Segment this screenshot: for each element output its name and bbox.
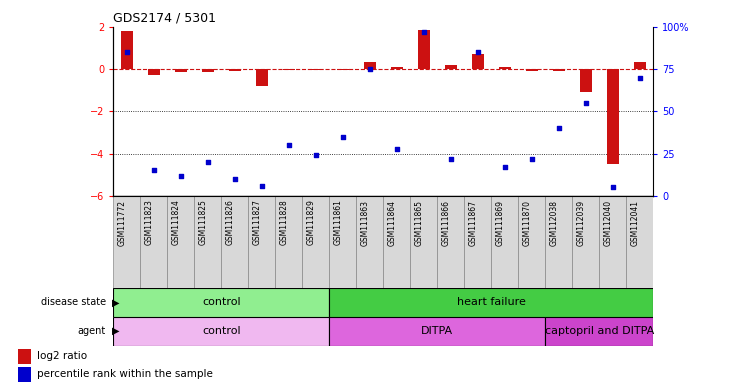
Text: agent: agent — [77, 326, 106, 336]
Point — [634, 74, 646, 81]
Text: GSM111866: GSM111866 — [442, 200, 451, 245]
Bar — [364, 62, 376, 69]
Text: GSM111823: GSM111823 — [145, 200, 154, 245]
Bar — [626, 196, 653, 288]
Point — [337, 134, 349, 140]
Text: GSM111867: GSM111867 — [469, 200, 478, 245]
Point — [499, 164, 511, 170]
Text: ▶: ▶ — [112, 326, 119, 336]
Bar — [553, 69, 565, 71]
Bar — [356, 196, 383, 288]
Bar — [383, 196, 410, 288]
Bar — [526, 69, 538, 71]
Text: GSM111826: GSM111826 — [226, 200, 235, 245]
Bar — [329, 288, 653, 317]
Bar — [194, 196, 221, 288]
Bar — [337, 69, 349, 70]
Point — [202, 159, 214, 165]
Point — [580, 100, 592, 106]
Bar — [410, 196, 437, 288]
Point — [472, 49, 484, 55]
Text: percentile rank within the sample: percentile rank within the sample — [37, 369, 213, 379]
Text: log2 ratio: log2 ratio — [37, 351, 88, 361]
Bar — [445, 65, 457, 69]
Bar — [472, 55, 484, 69]
Bar — [491, 196, 518, 288]
Bar — [599, 196, 626, 288]
Text: GSM112039: GSM112039 — [577, 200, 586, 246]
Point — [256, 183, 268, 189]
Bar — [140, 196, 167, 288]
Point — [364, 66, 376, 72]
Bar — [255, 69, 268, 86]
Bar — [283, 69, 295, 70]
Text: GDS2174 / 5301: GDS2174 / 5301 — [113, 11, 216, 24]
Text: GSM111772: GSM111772 — [118, 200, 127, 245]
Bar — [634, 62, 646, 69]
Bar — [228, 69, 241, 71]
Bar — [607, 69, 619, 164]
Bar — [221, 196, 248, 288]
Bar — [167, 196, 194, 288]
Text: GSM111863: GSM111863 — [361, 200, 370, 245]
Point — [310, 152, 322, 158]
Text: control: control — [202, 326, 240, 336]
Text: GSM112041: GSM112041 — [631, 200, 639, 245]
Bar — [518, 196, 545, 288]
Point — [553, 125, 565, 131]
Bar — [302, 196, 329, 288]
Text: GSM111861: GSM111861 — [334, 200, 343, 245]
Point — [607, 184, 619, 190]
Bar — [248, 196, 275, 288]
Bar — [113, 317, 329, 346]
Bar — [120, 31, 133, 69]
Text: heart failure: heart failure — [457, 297, 526, 308]
Text: GSM111829: GSM111829 — [307, 200, 316, 245]
Text: GSM111825: GSM111825 — [199, 200, 208, 245]
Bar — [437, 196, 464, 288]
Bar — [572, 196, 599, 288]
Bar — [545, 196, 572, 288]
Bar — [147, 69, 160, 76]
Point — [418, 29, 430, 35]
Bar — [329, 196, 356, 288]
Text: GSM111865: GSM111865 — [415, 200, 424, 245]
Bar — [113, 288, 329, 317]
Bar — [18, 349, 31, 364]
Bar — [275, 196, 302, 288]
Text: captopril and DITPA: captopril and DITPA — [545, 326, 654, 336]
Bar — [580, 69, 592, 93]
Point — [229, 176, 241, 182]
Text: GSM111864: GSM111864 — [388, 200, 397, 245]
Bar — [201, 69, 214, 72]
Text: control: control — [202, 297, 240, 308]
Text: GSM112040: GSM112040 — [604, 200, 613, 246]
Bar — [113, 196, 140, 288]
Text: DITPA: DITPA — [421, 326, 453, 336]
Text: disease state: disease state — [41, 297, 106, 308]
Text: GSM111824: GSM111824 — [172, 200, 181, 245]
Text: GSM111869: GSM111869 — [496, 200, 505, 245]
Text: GSM111828: GSM111828 — [280, 200, 289, 245]
Bar — [418, 30, 430, 69]
Bar — [391, 67, 403, 69]
Point — [147, 167, 160, 174]
Bar — [18, 367, 31, 382]
Bar — [329, 317, 545, 346]
Point — [175, 172, 187, 179]
Point — [445, 156, 457, 162]
Bar — [545, 317, 653, 346]
Text: ▶: ▶ — [112, 297, 119, 308]
Point — [121, 49, 133, 55]
Point — [283, 142, 295, 148]
Point — [391, 146, 403, 152]
Bar — [464, 196, 491, 288]
Text: GSM111870: GSM111870 — [523, 200, 532, 245]
Text: GSM112038: GSM112038 — [550, 200, 559, 245]
Point — [526, 156, 538, 162]
Bar — [499, 67, 511, 69]
Bar — [310, 69, 322, 70]
Text: GSM111827: GSM111827 — [253, 200, 262, 245]
Bar — [174, 69, 187, 72]
